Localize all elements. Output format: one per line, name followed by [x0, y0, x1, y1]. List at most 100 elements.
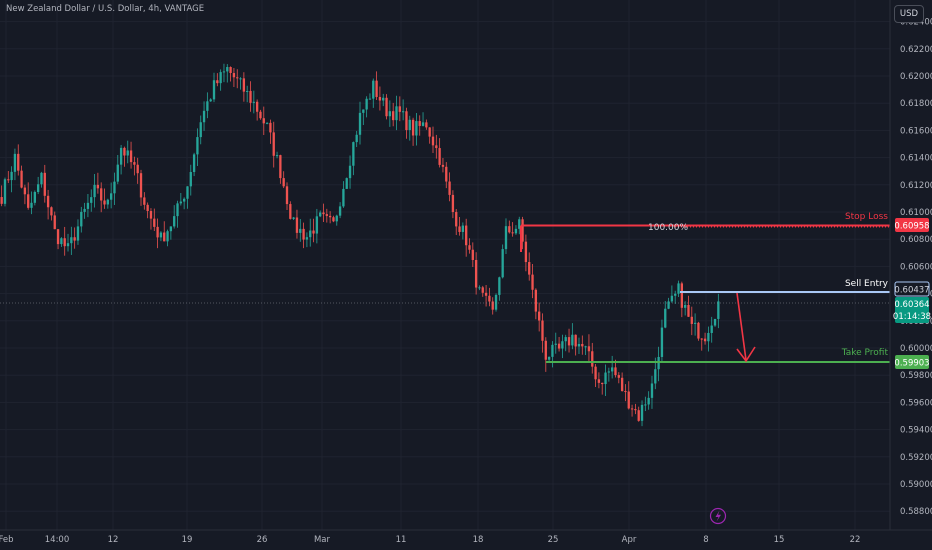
candle-body — [684, 304, 687, 308]
candle-body — [129, 150, 133, 163]
candle-body — [478, 287, 481, 289]
candle-body — [660, 327, 664, 357]
candle-body — [46, 195, 50, 208]
candle-body — [292, 217, 295, 219]
countdown-tag-text: 01:14:38 — [893, 312, 931, 322]
candle-body — [574, 334, 577, 347]
candle-body — [690, 316, 693, 324]
last-price-tag-bg — [895, 297, 929, 323]
candle-body — [156, 226, 159, 238]
candle-body — [425, 122, 428, 128]
target-arrow-head — [736, 346, 756, 363]
candle-body — [312, 230, 315, 234]
price-tick-label: 0.59600 — [900, 398, 932, 408]
time-tick-label: 14:00 — [45, 535, 70, 545]
candle-body — [674, 293, 677, 296]
candle-body — [601, 382, 604, 385]
candle-body — [182, 198, 186, 202]
candle-body — [395, 106, 398, 121]
candle-body — [189, 172, 192, 187]
currency-button[interactable]: USD — [894, 5, 924, 23]
candle-body — [630, 408, 634, 410]
candle-body — [222, 71, 226, 73]
candle-body — [544, 340, 547, 360]
candle-body — [269, 122, 272, 133]
time-tick-label: 26 — [257, 535, 268, 545]
candle-body — [113, 181, 116, 194]
candle-body — [302, 228, 305, 240]
candle-body — [421, 122, 425, 126]
candle-body — [514, 228, 518, 234]
candle-body — [60, 238, 63, 245]
candle-body — [96, 184, 100, 189]
candle-body — [133, 162, 136, 165]
candle-body — [501, 249, 504, 278]
time-tick-label: Feb — [0, 535, 14, 545]
candle-body — [554, 343, 557, 345]
lightning-icon[interactable] — [709, 507, 727, 525]
candle-body — [471, 249, 474, 260]
candle-body — [123, 147, 126, 156]
lightning-icon-ring — [709, 507, 727, 525]
candle-body — [186, 186, 189, 199]
candle-body — [388, 111, 392, 117]
candle-body — [176, 203, 179, 217]
candle-body — [352, 142, 355, 166]
candle-body — [713, 318, 717, 326]
price-tick-label: 0.62000 — [900, 72, 932, 82]
candle-body — [86, 202, 90, 209]
candle-body — [232, 73, 236, 78]
candle-body — [126, 150, 129, 156]
candle-body — [30, 202, 33, 208]
price-tick-label: 0.62200 — [900, 45, 932, 55]
candle-body — [547, 356, 551, 360]
candle-body — [342, 188, 345, 207]
time-tick-label: Mar — [314, 535, 331, 545]
candle-body — [226, 67, 229, 72]
candle-body — [319, 212, 322, 217]
price-tick-label: 0.60600 — [900, 262, 932, 272]
target-arrow-shaft — [736, 292, 747, 361]
candle-body — [398, 106, 401, 112]
candle-body — [531, 274, 534, 290]
candle-body — [169, 226, 173, 232]
candle-body — [564, 337, 567, 342]
candle-body — [40, 172, 43, 185]
candle-body — [378, 96, 382, 101]
candle-body — [179, 201, 182, 204]
candle-body — [561, 341, 564, 349]
candle-body — [368, 98, 372, 100]
candle-body — [418, 121, 421, 126]
candle-body — [677, 283, 680, 294]
candle-body — [667, 301, 670, 309]
candle-body — [693, 322, 697, 324]
candle-body — [382, 97, 385, 101]
candle-body — [255, 101, 259, 112]
candle-body — [358, 112, 362, 135]
candle-body — [63, 238, 66, 247]
candle-body — [617, 375, 620, 378]
price-tick-label: 0.61400 — [900, 154, 932, 164]
candle-body — [345, 178, 348, 189]
candle-body — [43, 172, 46, 196]
candle-body — [392, 111, 395, 121]
candle-body — [80, 211, 83, 227]
time-axis[interactable]: Feb 14:00 12 19 26 Mar 11 18 25 Apr 8 15 22 — [0, 529, 932, 545]
time-tick-label: Apr — [622, 535, 637, 545]
candle-body — [670, 295, 674, 302]
candle-body — [146, 204, 149, 212]
candle-body — [229, 67, 232, 74]
candle-body — [103, 200, 106, 205]
candle-body — [597, 379, 601, 383]
candle-body — [541, 320, 544, 341]
candle-body — [202, 110, 206, 123]
candle-body — [521, 219, 524, 242]
time-tick-label: 12 — [108, 535, 119, 545]
candle-body — [581, 343, 584, 347]
candle-body — [212, 80, 216, 100]
candle-body — [348, 165, 352, 179]
candle-body — [465, 225, 468, 246]
candle-body — [710, 325, 713, 333]
